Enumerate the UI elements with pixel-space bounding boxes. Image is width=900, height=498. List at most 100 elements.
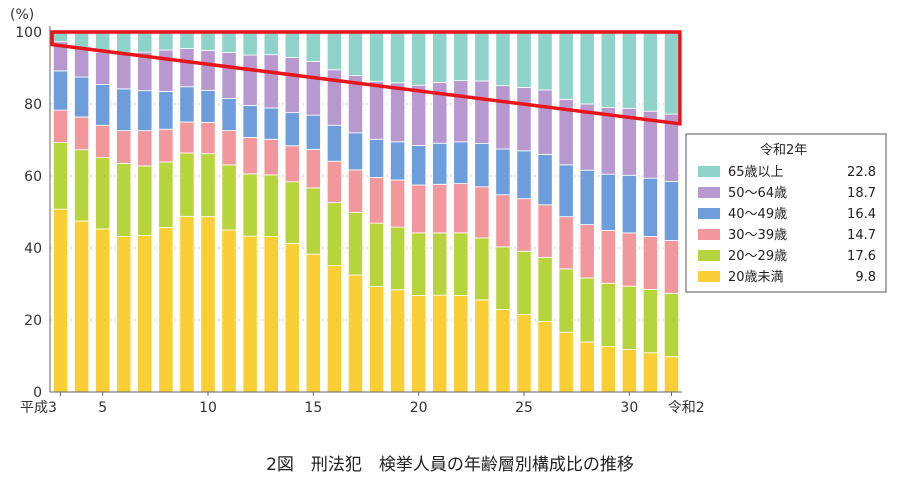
bar-segment-a30_39	[305, 148, 321, 189]
highlight-annotation	[50, 30, 682, 126]
bar-stack	[663, 31, 680, 393]
bar-stack	[116, 31, 132, 393]
bar-segment-a50_64	[474, 80, 490, 144]
legend-swatch	[698, 250, 720, 261]
x-tick-label: 25	[515, 400, 533, 416]
bar-stack	[158, 31, 174, 393]
bar-segment-a40_49	[495, 148, 511, 196]
y-tick-label: 0	[33, 385, 42, 401]
bar-segment-a65plus	[137, 31, 153, 53]
bar-segment-a40_49	[600, 173, 616, 231]
bar-segment-u20	[495, 309, 511, 393]
bar-segment-a50_64	[179, 48, 195, 88]
bar-segment-a50_64	[221, 52, 237, 99]
bar-segment-a30_39	[137, 130, 153, 167]
legend-item: 65歳以上 22.8	[698, 165, 876, 180]
bar-segment-u20	[95, 228, 111, 393]
bar-segment-u20	[516, 314, 532, 393]
bar-segment-a65plus	[516, 31, 532, 88]
bar-segment-u20	[432, 294, 448, 393]
bar-segment-a20_29	[474, 237, 490, 301]
bar-segment-a30_39	[326, 160, 342, 204]
bar-segment-a65plus	[326, 31, 342, 71]
bar-segment-a20_29	[200, 153, 216, 218]
bar-segment-a50_64	[453, 80, 469, 143]
legend-value: 17.6	[847, 249, 876, 264]
bar-stack	[453, 31, 469, 393]
bar-segment-a65plus	[284, 31, 300, 58]
legend-label: 30～39歳	[728, 228, 787, 243]
bar-segment-a50_64	[600, 107, 616, 175]
bar-segment-a30_39	[347, 169, 364, 213]
bar-segment-u20	[453, 295, 469, 393]
bar-segment-u20	[558, 331, 574, 393]
bar-segment-a20_29	[390, 226, 406, 291]
bar-segment-u20	[600, 346, 616, 393]
bar-segment-a30_39	[495, 194, 511, 248]
bar-stack	[179, 31, 195, 393]
bar-segment-u20	[579, 341, 595, 393]
y-axis-unit: (%)	[10, 7, 34, 23]
bar-segment-a65plus	[663, 31, 680, 115]
bar-segment-a30_39	[221, 130, 237, 166]
bar-segment-u20	[221, 229, 237, 393]
bar-segment-a30_39	[663, 240, 680, 294]
bar-stack	[242, 31, 258, 393]
bar-segment-a65plus	[179, 31, 195, 49]
bar-segment-u20	[200, 216, 216, 393]
bar-stack	[495, 31, 511, 393]
legend-title: 令和2年	[760, 143, 807, 158]
x-tick-label: 平成3	[20, 400, 57, 416]
bar-segment-u20	[242, 235, 258, 393]
bar-segment-a40_49	[621, 174, 637, 234]
legend-label: 20～29歳	[728, 249, 787, 264]
legend: 令和2年 65歳以上 22.8 50～64歳 18.7 40～49歳 16.4 30～39歳…	[685, 133, 887, 293]
bar-segment-a65plus	[642, 31, 658, 112]
bar-segment-a20_29	[621, 285, 637, 350]
x-tick-label: 20	[410, 400, 428, 416]
bar-segment-a65plus	[579, 31, 595, 105]
bar-stack	[432, 31, 448, 393]
x-tick-label: 15	[304, 400, 322, 416]
bar-segment-u20	[263, 236, 279, 393]
bar-stack	[411, 31, 427, 393]
bar-segment-a50_64	[284, 57, 300, 114]
bar-segment-a30_39	[474, 186, 490, 239]
bar-segment-a50_64	[158, 49, 174, 92]
bar-segment-a30_39	[516, 198, 532, 252]
bar-segment-a40_49	[200, 89, 216, 123]
bar-segment-a50_64	[305, 61, 321, 116]
bar-segment-a30_39	[263, 138, 279, 176]
bar-segment-a20_29	[663, 292, 680, 358]
bar-segment-a20_29	[516, 250, 532, 316]
x-tick-label: 5	[98, 400, 107, 416]
bar-segment-a30_39	[242, 137, 258, 175]
bar-segment-u20	[390, 289, 406, 393]
bar-segment-a40_49	[474, 143, 490, 188]
bar-segment-u20	[642, 352, 658, 393]
y-tick-label: 20	[24, 313, 42, 329]
legend-value: 14.7	[847, 228, 876, 243]
bar-stack	[600, 31, 616, 393]
bar-segment-a50_64	[390, 82, 406, 143]
bar-segment-a20_29	[411, 232, 427, 296]
bar-segment-u20	[474, 299, 490, 393]
y-tick-label: 40	[24, 241, 42, 257]
bar-segment-a20_29	[95, 157, 111, 230]
bar-stack	[368, 31, 385, 393]
bar-stack	[516, 31, 532, 393]
bar-segment-a65plus	[221, 31, 237, 53]
legend-swatch	[698, 229, 720, 240]
bar-stack	[263, 31, 279, 393]
legend-label: 50～64歳	[728, 186, 787, 201]
legend-label: 65歳以上	[728, 165, 784, 180]
bar-segment-u20	[621, 349, 637, 393]
bar-stack	[347, 31, 364, 393]
bar-stack	[579, 31, 595, 393]
bar-segment-a30_39	[52, 109, 69, 143]
bar-segment-a40_49	[663, 180, 680, 241]
bar-segment-a40_49	[137, 90, 153, 132]
legend-label: 20歳未満	[728, 270, 784, 285]
bar-segment-a40_49	[642, 177, 658, 237]
legend-swatch	[698, 187, 720, 198]
